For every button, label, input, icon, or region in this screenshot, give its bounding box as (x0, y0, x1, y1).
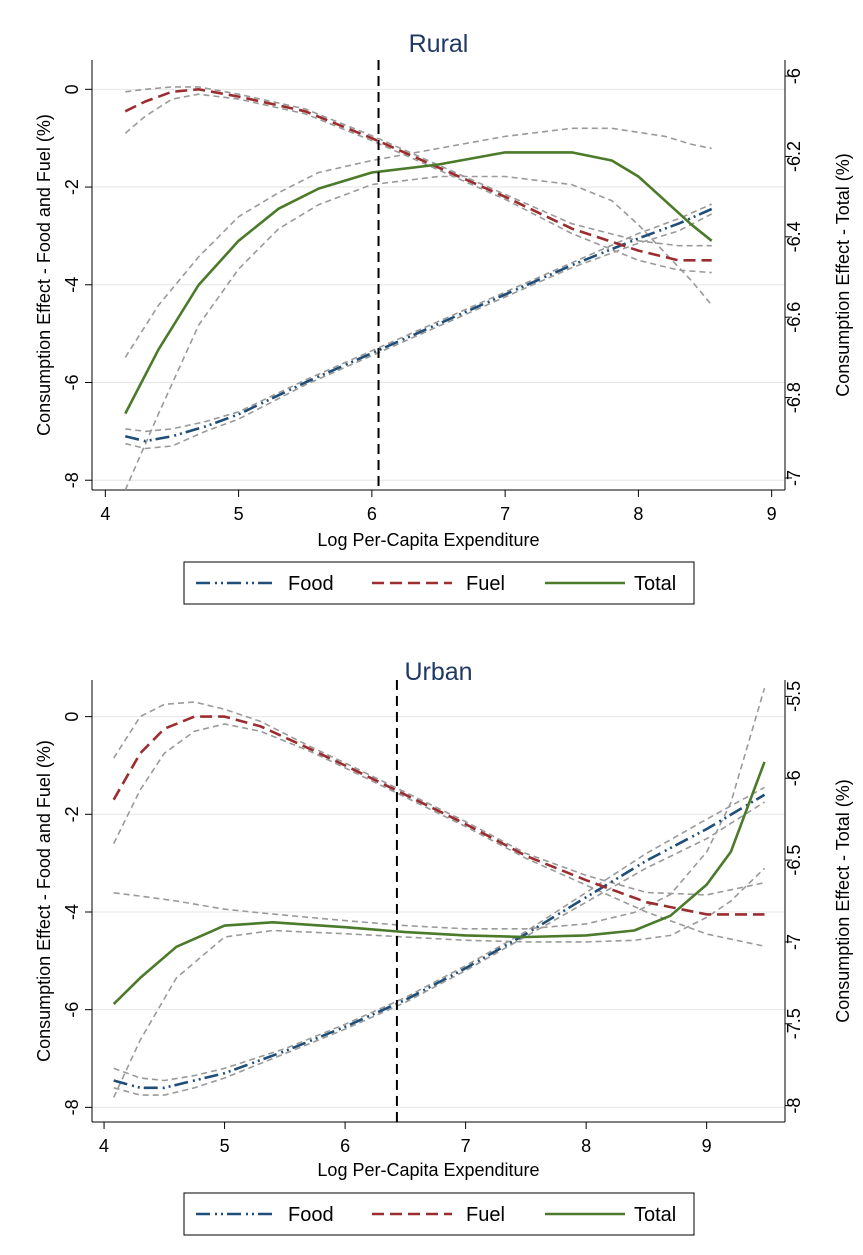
y-right-tick-label: -6.8 (784, 382, 804, 413)
ci-upper-fuel (113, 701, 765, 896)
y-axis-left-title: Consumption Effect - Food and Fuel (%) (34, 114, 54, 436)
y-left-tick-label: -4 (62, 904, 82, 920)
ci-upper-fuel (125, 86, 712, 247)
x-tick-label: 6 (340, 1136, 350, 1156)
x-tick-label: 8 (581, 1136, 591, 1156)
x-tick-label: 4 (100, 504, 110, 524)
y-right-tick-label: -7.5 (784, 1008, 804, 1039)
y-right-tick-label: -6.4 (784, 221, 804, 252)
ci-upper-food (113, 786, 765, 1082)
y-right-tick-label: -6.5 (784, 845, 804, 876)
ci-lower-food (113, 801, 765, 1096)
ci-upper-total (124, 127, 712, 358)
y-right-tick-label: -7 (784, 470, 804, 486)
legend-label-total: Total (634, 573, 676, 595)
y-left-tick-label: -4 (62, 277, 82, 293)
y-axis-left-title: Consumption Effect - Food and Fuel (%) (34, 740, 54, 1062)
x-tick-label: 9 (702, 1136, 712, 1156)
y-left-tick-label: -6 (62, 374, 82, 390)
y-left-tick-label: 0 (62, 712, 82, 722)
legend: Food Fuel Total (183, 561, 695, 605)
y-left-tick-label: -6 (62, 1002, 82, 1018)
ci-lower-food (125, 213, 713, 450)
y-right-tick-label: -7 (784, 934, 804, 950)
ci-lower-fuel (124, 93, 712, 274)
x-tick-label: 7 (500, 504, 510, 524)
ci-lower-fuel (112, 723, 765, 947)
x-tick-label: 8 (633, 504, 643, 524)
ci-upper-total (113, 687, 766, 930)
series-line-total (124, 151, 713, 415)
y-right-tick-label: -8 (784, 1098, 804, 1114)
y-left-tick-label: -2 (62, 179, 82, 195)
y-axis-right-title: Consumption Effect - Total (%) (833, 153, 853, 396)
chart-panel-urban: Urban 4 5 6 7 8 9 0 -2 -4 -6 -8 -5.5 -6 -6.5 -7 -7.5 -8 Lo… (34, 658, 853, 1236)
y-right-tick-label: -6.6 (784, 302, 804, 333)
y-axis-right-title: Consumption Effect - Total (%) (833, 779, 853, 1022)
ci-lower-total (124, 175, 713, 491)
chart-panel-rural: Rural 4 5 6 7 8 9 0 -2 -4 -6 -8 -6 -6.2 -6.4 -6.6 -6.8 -7… (34, 30, 853, 605)
series-line-total (112, 761, 766, 1006)
legend-label-food: Food (288, 573, 334, 595)
series-line-food (124, 207, 713, 443)
legend-label-food: Food (288, 1204, 334, 1226)
y-left-tick-label: 0 (62, 84, 82, 94)
x-axis-title: Log Per-Capita Expenditure (317, 1160, 539, 1180)
ci-lower-total (112, 867, 766, 1098)
y-left-tick-label: -8 (62, 472, 82, 488)
x-tick-label: 6 (367, 504, 377, 524)
legend: Food Fuel Total (183, 1192, 695, 1236)
x-tick-label: 7 (461, 1136, 471, 1156)
legend-label-fuel: Fuel (466, 573, 505, 595)
y-right-tick-label: -6 (784, 770, 804, 786)
chart-title: Urban (404, 658, 472, 686)
legend-label-total: Total (634, 1204, 676, 1226)
x-tick-label: 4 (99, 1136, 109, 1156)
series-line-fuel (124, 88, 712, 262)
x-tick-label: 9 (767, 504, 777, 524)
chart-title: Rural (409, 30, 469, 58)
x-tick-label: 5 (234, 504, 244, 524)
x-tick-label: 5 (220, 1136, 230, 1156)
series-line-food (113, 793, 766, 1090)
y-right-tick-label: -6 (784, 68, 804, 84)
x-axis-title: Log Per-Capita Expenditure (317, 530, 539, 550)
y-left-tick-label: -2 (62, 806, 82, 822)
ci-upper-food (125, 203, 713, 433)
y-right-tick-label: -6.2 (784, 141, 804, 172)
series-line-fuel (112, 715, 765, 916)
legend-label-fuel: Fuel (466, 1204, 505, 1226)
y-left-tick-label: -8 (62, 1099, 82, 1115)
y-right-tick-label: -5.5 (784, 681, 804, 712)
